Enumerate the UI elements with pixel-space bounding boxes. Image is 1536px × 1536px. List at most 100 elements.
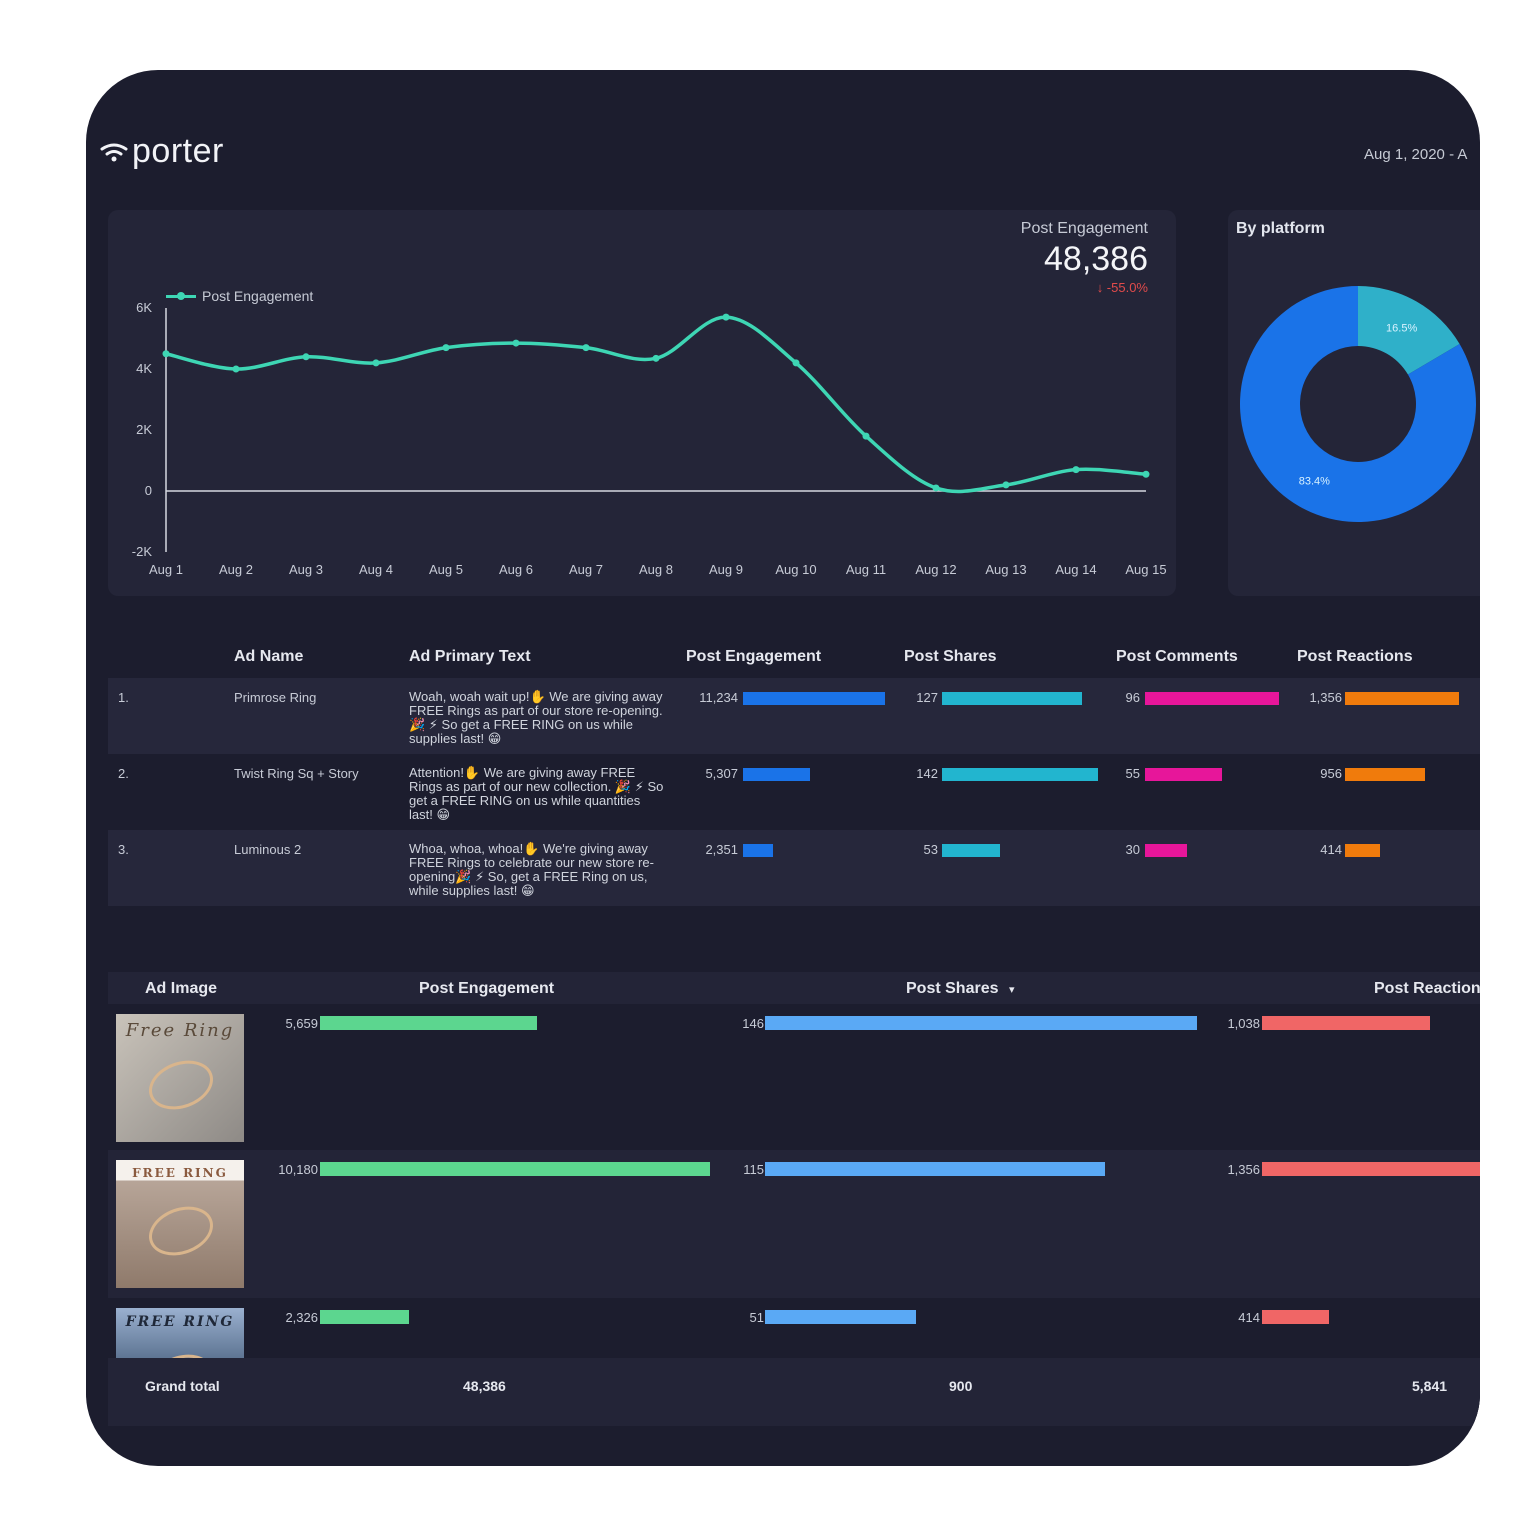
brand-name: porter xyxy=(132,132,224,170)
value-comments: 55 xyxy=(1125,766,1140,781)
bar-shares xyxy=(942,692,1082,705)
header-image-post-reactions[interactable]: Post Reaction xyxy=(1374,980,1480,997)
chart-legend[interactable]: Post Engagement xyxy=(166,288,313,304)
bar-engagement xyxy=(320,1162,710,1176)
value-shares: 115 xyxy=(743,1162,764,1177)
sort-down-icon[interactable]: ▾ xyxy=(1008,984,1015,996)
bar-engagement xyxy=(743,844,773,857)
table-row[interactable]: 1. Primrose Ring Woah, woah wait up!✋ We a… xyxy=(108,678,1480,754)
y-tick-label: 0 xyxy=(145,483,152,498)
x-tick-label: Aug 4 xyxy=(359,562,393,577)
slice-label: 83.4% xyxy=(1299,475,1330,487)
ad-image-thumbnail[interactable]: Free Ring xyxy=(116,1014,244,1142)
bar-comments xyxy=(1145,692,1279,705)
ad-image-thumbnail[interactable]: FREE RING xyxy=(116,1308,244,1360)
data-point[interactable] xyxy=(1142,470,1150,478)
data-point[interactable] xyxy=(932,484,940,492)
data-point[interactable] xyxy=(1002,481,1010,489)
data-point[interactable] xyxy=(792,359,800,367)
data-point[interactable] xyxy=(162,350,170,358)
x-tick-label: Aug 5 xyxy=(429,562,463,577)
ad-name[interactable]: Primrose Ring xyxy=(234,690,317,705)
value-shares: 127 xyxy=(916,690,938,705)
brand-logo[interactable]: porter xyxy=(100,132,224,171)
pie-slice[interactable] xyxy=(1240,286,1476,522)
data-point[interactable] xyxy=(442,344,450,352)
row-index: 2. xyxy=(118,766,129,781)
x-tick-label: Aug 10 xyxy=(775,562,816,577)
x-tick-label: Aug 12 xyxy=(915,562,956,577)
header-post-shares[interactable]: Post Shares xyxy=(904,648,997,665)
header-ad-primary-text[interactable]: Ad Primary Text xyxy=(409,648,531,665)
thumbnail-caption: FREE RING xyxy=(132,1166,228,1180)
engagement-line-chart: 6K 4K 2K 0 -2K Aug 1 Aug 2 Aug 3 Aug 4 Aug 5 Aug 6… xyxy=(132,300,1167,577)
data-point[interactable] xyxy=(582,344,590,352)
value-reactions: 1,038 xyxy=(1227,1016,1260,1031)
bar-comments xyxy=(1145,844,1187,857)
bar-engagement xyxy=(743,768,811,781)
bar-shares xyxy=(942,844,1001,857)
data-point[interactable] xyxy=(862,432,870,440)
legend-swatch xyxy=(166,291,196,300)
value-engagement: 11,234 xyxy=(699,690,738,705)
image-table-header: Ad Image Post Engagement Post Shares ▾ P… xyxy=(108,972,1480,1004)
header-ad-name[interactable]: Ad Name xyxy=(234,648,304,665)
bar-reactions xyxy=(1345,768,1426,781)
kpi-delta: ↓ -55.0% xyxy=(1096,280,1148,295)
bar-reactions xyxy=(1262,1016,1431,1030)
bar-reactions xyxy=(1345,692,1459,705)
table-row[interactable]: 2. Twist Ring Sq + Story Attention!✋ We ar… xyxy=(108,754,1480,830)
data-point[interactable] xyxy=(372,359,380,367)
kpi-label: Post Engagement xyxy=(1020,220,1148,237)
table-row[interactable]: Free Ring 5,659 146 1,038 xyxy=(108,1004,1480,1150)
value-comments: 96 xyxy=(1125,690,1140,705)
thumbnail-caption: Free Ring xyxy=(125,1020,235,1041)
y-tick-label: 6K xyxy=(136,300,152,315)
header-post-reactions[interactable]: Post Reactions xyxy=(1297,648,1413,665)
header-post-comments[interactable]: Post Comments xyxy=(1116,648,1238,665)
data-point[interactable] xyxy=(302,353,310,361)
ad-primary-text: Woah, woah wait up!✋ We are giving away … xyxy=(409,689,663,746)
x-tick-label: Aug 3 xyxy=(289,562,323,577)
header-image-post-shares[interactable]: Post Shares ▾ xyxy=(906,980,1014,998)
data-point[interactable] xyxy=(512,339,520,347)
ad-primary-text: Whoa, whoa, whoa!✋ We're giving away FRE… xyxy=(409,841,654,898)
data-point[interactable] xyxy=(232,365,240,373)
bar-engagement xyxy=(743,692,885,705)
slice-label: 16.5% xyxy=(1386,323,1417,335)
ad-name[interactable]: Luminous 2 xyxy=(234,842,302,857)
x-tick-label: Aug 9 xyxy=(709,562,743,577)
table-row[interactable]: FREE RING 2,326 51 414 xyxy=(108,1298,1480,1360)
header-image-post-engagement[interactable]: Post Engagement xyxy=(419,980,555,997)
table-row[interactable]: FREE RING 10,180 115 1,356 xyxy=(108,1150,1480,1298)
dashboard-frame: porter Aug 1, 2020 - A Post Engagement 4… xyxy=(86,70,1480,1466)
grand-total-label: Grand total xyxy=(145,1378,220,1394)
header-post-engagement[interactable]: Post Engagement xyxy=(686,648,822,665)
value-shares: 51 xyxy=(749,1310,764,1325)
ad-image-thumbnail[interactable]: FREE RING xyxy=(116,1160,244,1288)
grand-total-reactions: 5,841 xyxy=(1412,1378,1448,1394)
x-tick-label: Aug 6 xyxy=(499,562,533,577)
y-tick-label: 4K xyxy=(136,361,152,376)
table-row[interactable]: 3. Luminous 2 Whoa, whoa, whoa!✋ We're giv… xyxy=(108,830,1480,906)
value-reactions: 1,356 xyxy=(1309,690,1342,705)
value-engagement: 2,326 xyxy=(285,1310,318,1325)
data-point[interactable] xyxy=(1072,466,1080,474)
bar-shares xyxy=(942,768,1098,781)
bar-shares xyxy=(765,1310,916,1324)
thumbnail-caption: FREE RING xyxy=(125,1314,235,1330)
x-tick-label: Aug 8 xyxy=(639,562,673,577)
ad-name[interactable]: Twist Ring Sq + Story xyxy=(234,766,359,781)
data-point[interactable] xyxy=(722,313,730,321)
row-index: 3. xyxy=(118,842,129,857)
bar-shares xyxy=(765,1162,1106,1176)
x-tick-label: Aug 11 xyxy=(846,562,886,577)
data-point[interactable] xyxy=(652,354,660,362)
x-tick-label: Aug 13 xyxy=(985,562,1026,577)
pie-slice[interactable] xyxy=(1358,286,1460,375)
bar-engagement xyxy=(320,1016,537,1030)
header-ad-image[interactable]: Ad Image xyxy=(145,980,218,997)
date-range-picker[interactable]: Aug 1, 2020 - A xyxy=(1364,146,1468,163)
ring-image xyxy=(142,1052,220,1118)
bar-reactions xyxy=(1345,844,1380,857)
